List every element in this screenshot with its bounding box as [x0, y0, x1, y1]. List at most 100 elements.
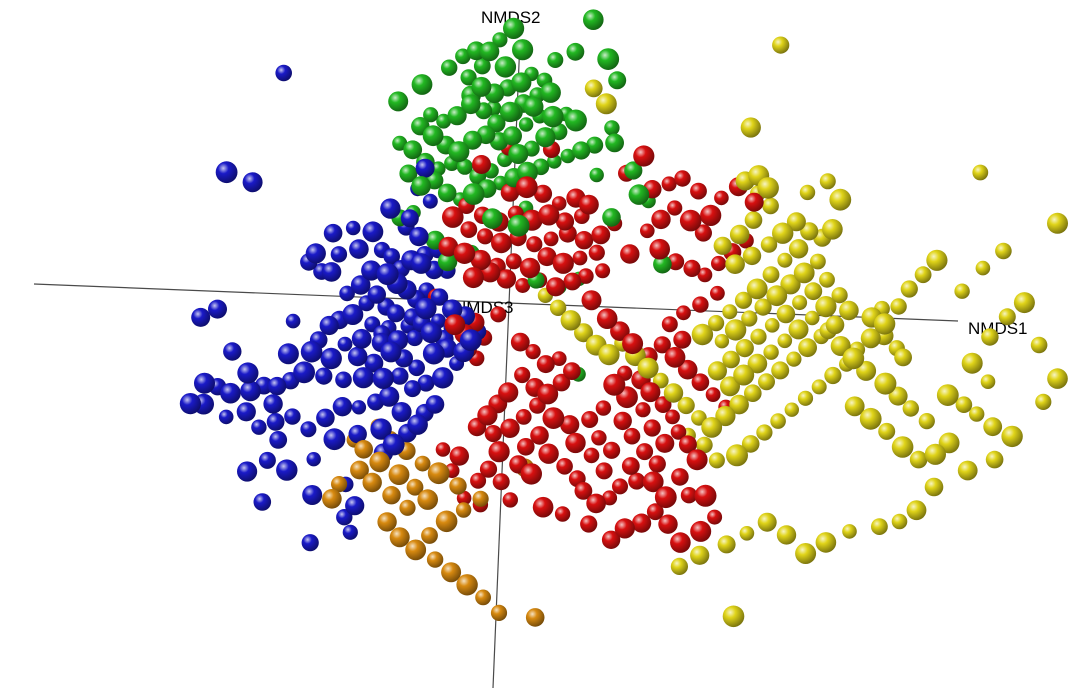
scatter-point-series3-120	[1001, 425, 1023, 448]
scatter-point-series3-17	[708, 315, 725, 332]
scatter-point-series1-3	[479, 41, 500, 62]
scatter-point-series3-84	[890, 298, 907, 315]
scatter-point-series0-71	[348, 424, 367, 444]
scatter-point-series0-87	[407, 414, 428, 435]
scatter-point-series2-117	[636, 443, 654, 461]
scatter-point-series2-61	[563, 362, 581, 380]
scatter-point-series0-127	[223, 342, 242, 361]
scatter-point-series2-133	[658, 514, 678, 534]
scatter-point-series3-57	[677, 396, 695, 415]
scatter-point-series3-106	[983, 417, 1003, 437]
scatter-point-series2-30	[572, 250, 588, 266]
scatter-point-series0-68	[378, 386, 400, 407]
scatter-point-series3-3	[729, 224, 750, 245]
scatter-point-series0-133	[345, 220, 361, 236]
scatter-point-series4-4	[406, 478, 424, 496]
scatter-point-series3-51	[758, 373, 775, 391]
scatter-point-series2-134	[670, 532, 691, 553]
scatter-point-series4-16	[475, 589, 491, 606]
scatter-point-series0-60	[251, 419, 267, 435]
scatter-point-series2-114	[595, 400, 612, 416]
scatter-point-series0-58	[218, 409, 234, 425]
scatter-point-series3-137	[819, 173, 836, 190]
scatter-point-series2-174	[633, 145, 655, 167]
scatter-point-series3-12	[777, 252, 793, 268]
scatter-point-series2-83	[574, 482, 593, 500]
scatter-point-series3-21	[741, 310, 758, 327]
scatter-point-series0-1	[215, 161, 238, 184]
scatter-point-series2-176	[744, 192, 764, 212]
scatter-point-series3-37	[733, 364, 755, 386]
scatter-point-series2-80	[538, 443, 559, 464]
scatter-point-series2-167	[710, 285, 725, 301]
scatter-point-series3-63	[598, 344, 620, 366]
scatter-point-series0-34	[337, 336, 353, 352]
scatter-point-series2-139	[596, 308, 618, 330]
scatter-point-series3-118	[1047, 368, 1068, 389]
scatter-point-series2-162	[683, 259, 701, 277]
scatter-point-series3-96	[902, 400, 919, 417]
scatter-point-series3-28	[804, 282, 823, 301]
scatter-point-series3-20	[724, 319, 747, 341]
scatter-point-series2-77	[456, 490, 472, 506]
scatter-point-series2-169	[676, 305, 691, 321]
scatter-point-series2-11	[555, 212, 575, 231]
scatter-point-series4-15	[456, 574, 478, 596]
scatter-point-series1-43	[456, 158, 473, 175]
scatter-point-series4-23	[414, 455, 431, 472]
scatter-point-series4-20	[472, 490, 489, 507]
scatter-point-series0-66	[351, 400, 367, 415]
scatter-point-series4-11	[389, 527, 410, 548]
scatter-point-series0-98	[415, 297, 437, 320]
scatter-point-series3-45	[839, 300, 859, 321]
scatter-point-series2-146	[691, 373, 710, 392]
scatter-point-series3-2	[744, 211, 763, 229]
scatter-point-series2-19	[460, 221, 478, 239]
scatter-point-series2-137	[694, 484, 717, 507]
scatter-point-series2-105	[632, 513, 652, 533]
scatter-point-series2-103	[601, 530, 621, 549]
scatter-point-series0-9	[330, 246, 348, 263]
scatter-point-series0-92	[432, 367, 454, 389]
scatter-point-series2-74	[488, 441, 510, 463]
scatter-point-series0-19	[339, 285, 355, 302]
scatter-point-series1-65	[605, 133, 624, 153]
scatter-point-series3-131	[757, 512, 777, 532]
scatter-point-series2-107	[654, 486, 677, 509]
scatter-point-series3-108	[980, 374, 996, 390]
scatter-point-series3-153	[722, 605, 745, 628]
scatter-point-series3-92	[909, 450, 928, 469]
nmds2-axis-label: NMDS2	[481, 8, 541, 27]
scatter-point-series3-109	[981, 328, 999, 346]
scatter-point-series1-87	[388, 91, 409, 112]
scatter-point-series3-67	[549, 299, 567, 316]
scatter-point-series3-138	[799, 184, 816, 201]
scatter-point-series1-33	[542, 105, 564, 128]
scatter-point-series1-31	[518, 117, 534, 132]
scatter-point-series0-2	[242, 172, 263, 193]
scatter-point-series3-9	[786, 212, 806, 232]
scatter-point-series2-88	[583, 447, 600, 464]
scatter-point-series0-30	[319, 315, 339, 336]
scatter-point-series3-97	[888, 386, 908, 406]
scatter-point-series3-144	[757, 177, 779, 199]
scatter-point-series0-72	[323, 428, 346, 451]
scatter-point-series3-14	[746, 278, 768, 300]
scatter-point-series0-105	[410, 253, 432, 274]
scatter-point-series1-64	[566, 42, 585, 61]
scatter-point-series0-101	[430, 288, 449, 306]
scatter-point-series0-62	[284, 408, 301, 425]
scatter-point-series3-7	[760, 236, 778, 253]
scatter-point-series1-6	[441, 59, 458, 76]
scatter-point-series3-117	[1047, 212, 1068, 234]
scatter-point-series2-140	[610, 321, 630, 342]
scatter-point-series2-108	[642, 471, 664, 493]
scatter-point-series1-22	[423, 107, 439, 123]
scatter-point-series2-98	[435, 442, 451, 457]
scatter-point-series1-7	[460, 69, 477, 86]
scatter-point-series2-135	[690, 520, 712, 542]
scatter-point-series2-45	[563, 272, 582, 291]
scatter-point-series0-6	[409, 226, 429, 247]
scatter-point-series3-85	[900, 280, 918, 298]
scatter-point-series3-41	[788, 319, 809, 340]
